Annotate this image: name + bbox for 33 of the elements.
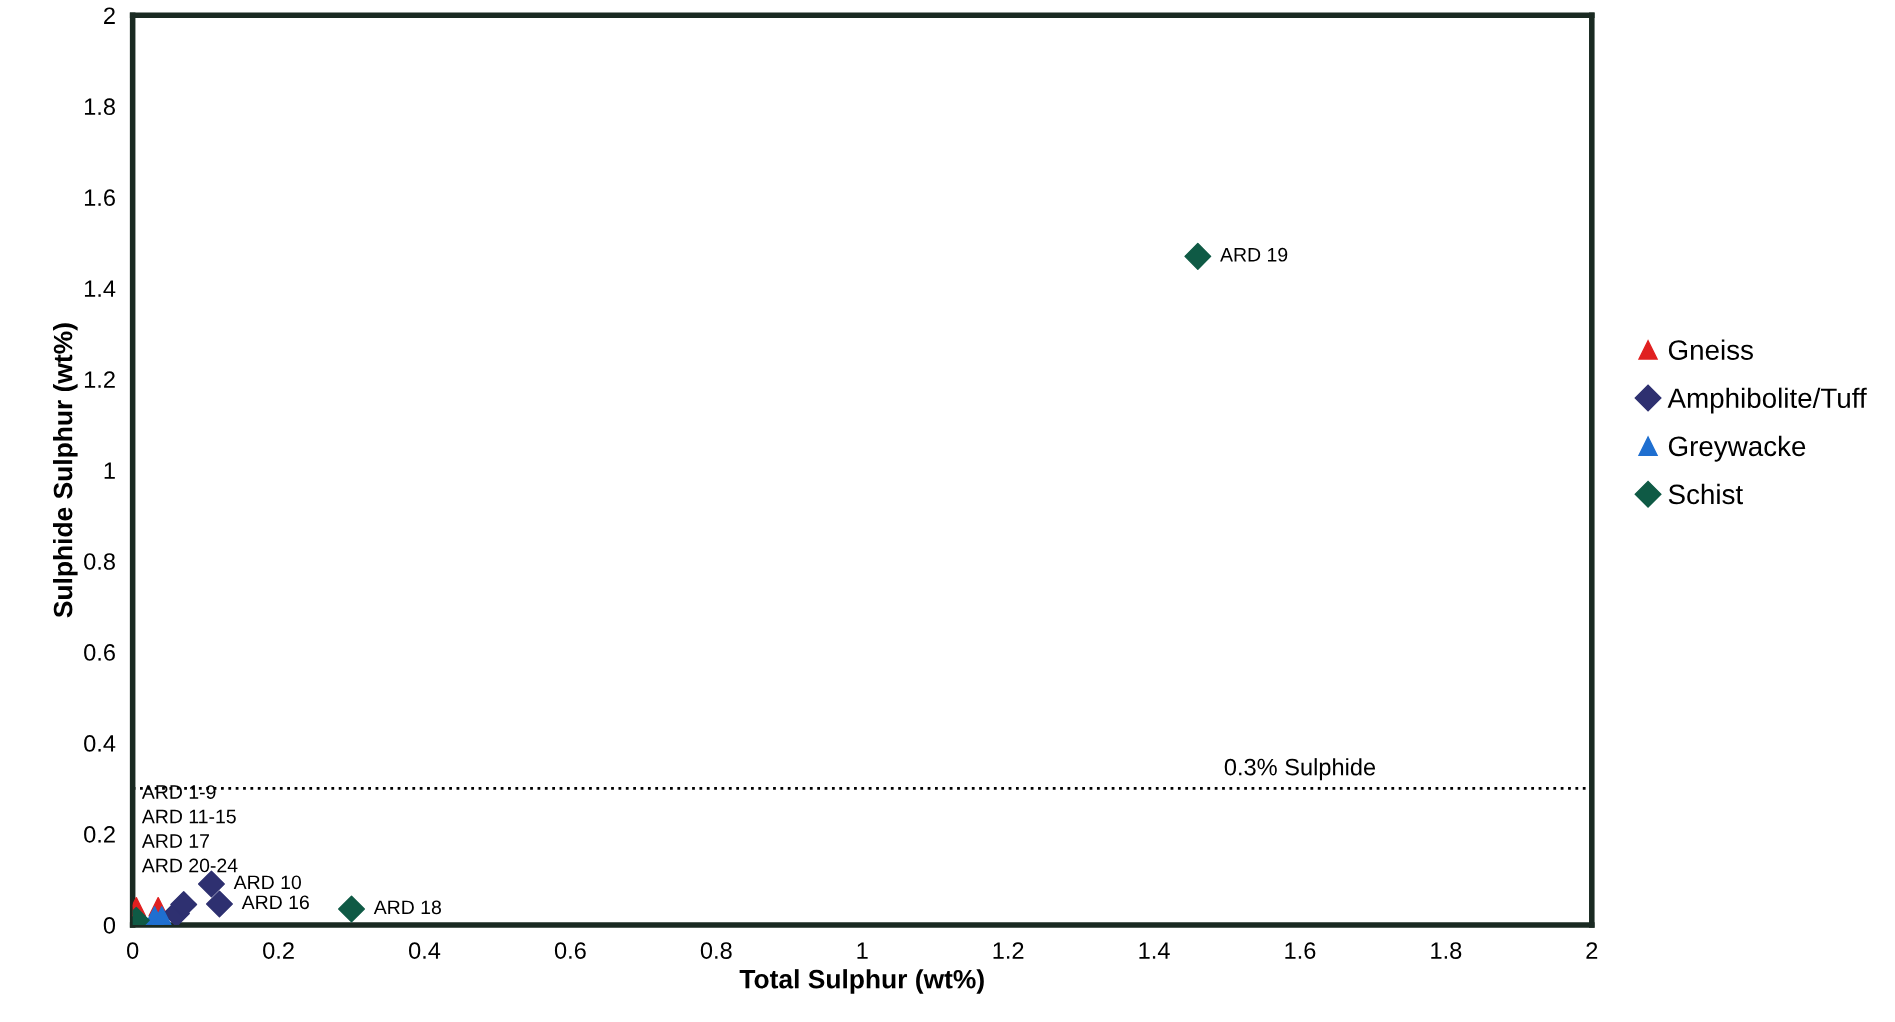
x-tick-label: 1.4 xyxy=(1139,942,1170,959)
x-tick-label: 0.2 xyxy=(263,942,294,959)
annotation: ARD 18 xyxy=(373,900,441,915)
y-tick-label: 0.8 xyxy=(84,553,115,570)
x-tick-label: 0.8 xyxy=(700,942,732,959)
y-tick-label: 1 xyxy=(104,462,115,479)
y-tick-label: 0.6 xyxy=(84,644,115,661)
annotation: ARD 16 xyxy=(241,895,309,910)
annotation: ARD 10 xyxy=(233,875,301,890)
legend-label: Schist xyxy=(1668,483,1743,505)
legend-label: Amphibolite/Tuff xyxy=(1667,387,1867,414)
y-tick-label: 0 xyxy=(103,916,116,934)
x-tick-label: 0.6 xyxy=(554,942,586,959)
y-tick-label: 2 xyxy=(104,7,115,24)
legend-label: Gneiss xyxy=(1668,339,1753,360)
ref-line-label: 0.3% Sulphide xyxy=(1224,758,1376,781)
x-tick-label: 1.8 xyxy=(1431,942,1462,959)
y-tick-label: 1.4 xyxy=(84,280,116,297)
x-tick-label: 2 xyxy=(1586,942,1598,959)
annotation: ARD 19 xyxy=(1220,247,1288,262)
y-tick-label: 0.4 xyxy=(84,735,116,752)
y-tick-label: 1.6 xyxy=(84,189,115,207)
x-tick-label: 1.6 xyxy=(1285,942,1316,959)
y-axis-title: Sulphide Sulphur (wt%) xyxy=(53,323,78,618)
x-tick-label: 0.4 xyxy=(408,942,441,959)
x-tick-label: 1.2 xyxy=(993,942,1024,959)
x-axis-title: Total Sulphur (wt%) xyxy=(739,969,984,994)
y-tick-label: 0.2 xyxy=(84,826,115,843)
y-tick-label: 1.2 xyxy=(84,371,115,388)
x-tick-label: 1 xyxy=(857,942,868,959)
x-tick-label: 0 xyxy=(127,942,139,959)
y-tick-label: 1.8 xyxy=(84,98,115,116)
legend-label: Greywacke xyxy=(1668,435,1806,462)
